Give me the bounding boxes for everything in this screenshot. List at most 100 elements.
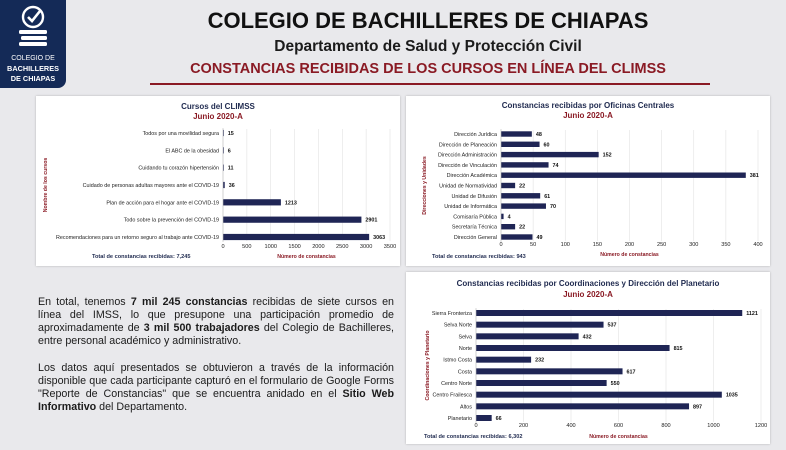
bar — [501, 141, 540, 147]
data-label: 2901 — [365, 218, 377, 224]
data-label: 60 — [544, 142, 550, 148]
category-label: Unidad de Informática — [444, 204, 497, 210]
logo-line-3: DE CHIAPAS — [10, 74, 56, 83]
data-label: 22 — [519, 184, 525, 190]
data-label: 66 — [496, 416, 502, 422]
data-label: 1035 — [726, 393, 738, 399]
category-label: El ABC de la obesidad — [165, 148, 219, 154]
chart-title: Constancias recibidas por Oficinas Centr… — [502, 101, 675, 110]
bar — [476, 415, 492, 421]
x-axis-label: Número de constancias — [589, 434, 648, 440]
x-tick-label: 600 — [614, 423, 623, 429]
category-label: Todos por una movilidad segura — [143, 131, 219, 137]
bar — [223, 181, 225, 189]
x-axis-label: Número de constancias — [600, 252, 659, 258]
bar — [501, 224, 516, 230]
logo-line-1: COLEGIO DE — [11, 55, 55, 62]
category-label: Cuidado de personas adultas mayores ante… — [83, 183, 219, 189]
category-label: Planetario — [448, 416, 472, 422]
x-tick-label: 250 — [657, 242, 666, 248]
bar — [501, 131, 532, 137]
x-tick-label: 350 — [721, 242, 730, 248]
data-label: 15 — [228, 131, 234, 137]
category-label: Unidad de Difusión — [451, 194, 497, 200]
category-label: Centro Norte — [441, 381, 472, 387]
category-label: Todo sobre la prevención del COVID-19 — [124, 218, 219, 224]
category-label: Dirección Administración — [438, 153, 497, 159]
x-tick-label: 150 — [593, 242, 602, 248]
bar — [476, 391, 722, 398]
category-label: Dirección de Planeación — [439, 142, 497, 148]
bar — [223, 216, 362, 223]
category-label: Plan de acción para el hogar ante el COV… — [106, 200, 219, 206]
y-axis-label: Coordinaciones y Planetario — [425, 330, 431, 400]
data-label: 897 — [693, 404, 702, 410]
category-label: Cuidando tu corazón hipertensión — [138, 166, 219, 172]
x-tick-label: 2500 — [336, 244, 348, 250]
bar — [223, 233, 370, 241]
data-label: 232 — [535, 358, 544, 364]
y-axis-label: Direcciones y Unidades — [422, 156, 428, 215]
category-label: Centro Frailesca — [432, 393, 472, 399]
x-tick-label: 1000 — [707, 423, 719, 429]
category-label: Recomendaciones para un retorno seguro a… — [56, 235, 219, 241]
source-text-a: Los datos aquí presentados se obtuvieron… — [38, 362, 394, 400]
bar — [223, 129, 224, 137]
bar — [501, 182, 516, 189]
summary-paragraph: En total, tenemos 7 mil 245 constancias … — [38, 296, 394, 348]
source-paragraph: Los datos aquí presentados se obtuvieron… — [38, 362, 394, 414]
chart-coordinaciones: Constancias recibidas por Coordinaciones… — [424, 279, 767, 440]
bar — [223, 164, 224, 171]
chart-panel-coordinaciones: Constancias recibidas por Coordinaciones… — [406, 272, 770, 444]
total-label: Total de constancias recibidas: 943 — [432, 254, 526, 260]
category-label: Dirección General — [454, 235, 497, 241]
data-label: 70 — [550, 204, 556, 210]
category-label: Comisaría Pública — [453, 214, 497, 220]
category-label: Dirección Jurídica — [454, 132, 497, 138]
data-label: 48 — [536, 132, 542, 138]
x-tick-label: 0 — [221, 244, 224, 250]
bar — [223, 199, 281, 206]
bar — [476, 310, 743, 316]
x-tick-label: 1500 — [288, 244, 300, 250]
bar — [223, 147, 224, 154]
data-label: 1213 — [285, 200, 297, 206]
data-label: 22 — [519, 225, 525, 231]
category-label: Unidad de Normatividad — [439, 184, 497, 190]
page-title: COLEGIO DE BACHILLERES DE CHIAPAS — [207, 8, 649, 33]
total-label: Total de constancias recibidas: 7,245 — [92, 254, 190, 260]
chart-oficinas: Constancias recibidas por Oficinas Centr… — [422, 101, 763, 260]
data-label: 11 — [228, 166, 234, 172]
x-tick-label: 300 — [689, 242, 698, 248]
summary-text-c: recibidas de siete cursos en línea del I… — [38, 296, 394, 334]
bar — [501, 193, 541, 199]
page-subtitle: Departamento de Salud y Protección Civil — [274, 38, 582, 55]
x-tick-label: 50 — [530, 242, 536, 248]
headline-rule — [150, 83, 710, 85]
x-tick-label: 400 — [566, 423, 575, 429]
chart-title: Constancias recibidas por Coordinaciones… — [457, 279, 720, 288]
bar — [501, 213, 504, 220]
x-tick-label: 0 — [499, 242, 502, 248]
x-axis-label: Número de constancias — [277, 254, 336, 260]
data-label: 537 — [608, 323, 617, 329]
total-label: Total de constancias recibidas: 6,302 — [424, 434, 522, 440]
bar — [501, 234, 533, 240]
bar — [476, 380, 607, 386]
category-label: Sierra Fronteriza — [432, 311, 472, 317]
data-label: 3063 — [373, 235, 385, 241]
y-axis-label: Nombre de los cursos — [43, 158, 49, 213]
bar — [476, 368, 623, 375]
sitio-web-link[interactable]: Sitio Web Informativo — [38, 388, 394, 413]
x-tick-label: 400 — [753, 242, 762, 248]
books-logo-icon — [19, 5, 47, 46]
chart-subtitle: Junio 2020-A — [563, 290, 613, 299]
category-label: Norte — [459, 346, 472, 352]
category-label: Costa — [458, 369, 472, 375]
category-label: Dirección de Vinculación — [438, 163, 497, 169]
data-label: 815 — [674, 346, 683, 352]
data-label: 381 — [750, 173, 759, 179]
data-label: 617 — [627, 369, 636, 375]
data-label: 74 — [553, 163, 559, 169]
